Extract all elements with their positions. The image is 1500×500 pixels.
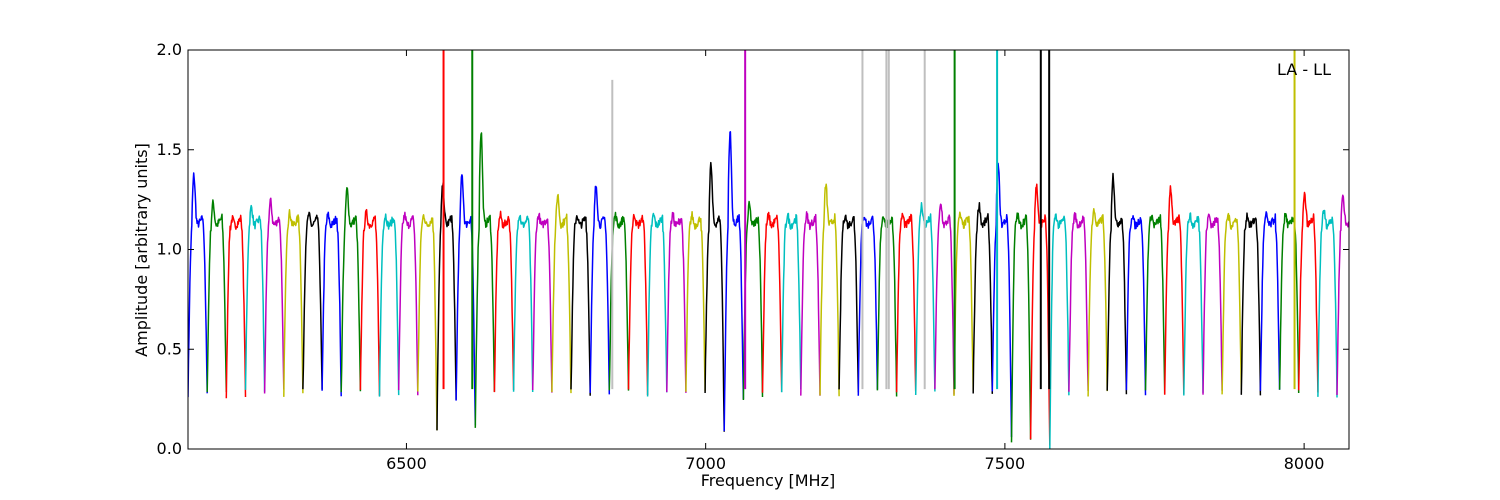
channel-series-line [417,214,438,431]
channel-series-line [436,181,457,431]
channel-series-line [991,162,1013,438]
channel-series-line [397,211,419,396]
channel-series-line [474,132,496,428]
series-layer [188,82,1394,449]
channel-series-line [206,199,228,393]
channel-series-line [934,203,955,395]
channel-series-line [1068,212,1089,392]
channel-series-line [857,215,879,396]
channel-series-line [895,212,917,393]
y-tick-label: 1.0 [157,240,182,259]
channel-series-line [1375,82,1394,382]
channel-series-line [512,214,534,393]
channel-series-line [1125,215,1147,396]
y-tick-label: 2.0 [157,40,182,59]
tick-layer: 6500 7000 7500 8000 0.0 0.5 1.0 1.5 2.0 [157,40,1349,473]
channel-series-line [685,210,706,392]
channel-series-line [627,213,649,396]
channel-series-line [838,214,860,393]
spike-layer [442,50,1296,390]
channel-series-line [666,211,687,393]
y-tick-label: 1.5 [157,140,182,159]
channel-series-line [1221,212,1243,395]
channel-series-line [1202,213,1223,395]
channel-series-line [359,208,381,396]
channel-series-line [378,213,400,397]
channel-series-line [340,187,362,393]
channel-series-line [302,211,323,390]
x-tick-label: 8000 [1284,454,1325,473]
channel-series-line [1356,132,1375,392]
x-tick-label: 7000 [685,454,726,473]
channel-series-line [1297,191,1319,393]
x-axis-label: Frequency [MHz] [701,471,835,490]
channel-series-line [321,211,342,397]
channel-series-line [742,200,764,401]
channel-series-line [188,172,208,398]
channel-series-line [589,185,611,395]
channel-series-line [780,212,802,393]
channel-series-line [493,210,515,393]
x-tick-label: 7500 [985,454,1026,473]
channel-series-line [761,211,783,393]
channel-series-line [531,212,553,393]
channel-series-line [646,212,668,397]
channel-series-line [1259,211,1281,391]
channel-series-line [1163,185,1185,395]
channel-series-line [1183,212,1204,396]
channel-series-line [1144,214,1166,394]
channel-series-line [1087,208,1108,397]
channel-series-line [1010,212,1032,443]
channel-series-line [1336,194,1349,396]
channel-series-line [1106,172,1128,395]
channel-series-line [570,215,591,396]
channel-series-line [723,131,745,432]
plot-background [188,50,1349,449]
channel-series-line [1278,212,1300,394]
y-tick-label: 0.5 [157,339,182,358]
x-tick-label: 6500 [386,454,427,473]
channel-series-line [800,211,821,396]
channel-series-line [263,197,285,394]
channel-series-line [704,161,725,432]
channel-series-line [283,209,304,397]
channel-series-line [972,202,994,394]
channel-series-line [225,214,247,399]
channel-series-line [819,183,840,397]
channel-series-line [1317,209,1338,398]
channel-series-line [244,204,266,392]
channel-series-line [1049,213,1070,449]
annotation-label: LA - LL [1277,60,1331,79]
channel-series-line [1240,212,1262,396]
y-axis-label: Amplitude [arbitrary units] [132,143,151,357]
channel-series-line [953,211,974,396]
y-tick-label: 0.0 [157,439,182,458]
channel-series-line [551,193,572,394]
